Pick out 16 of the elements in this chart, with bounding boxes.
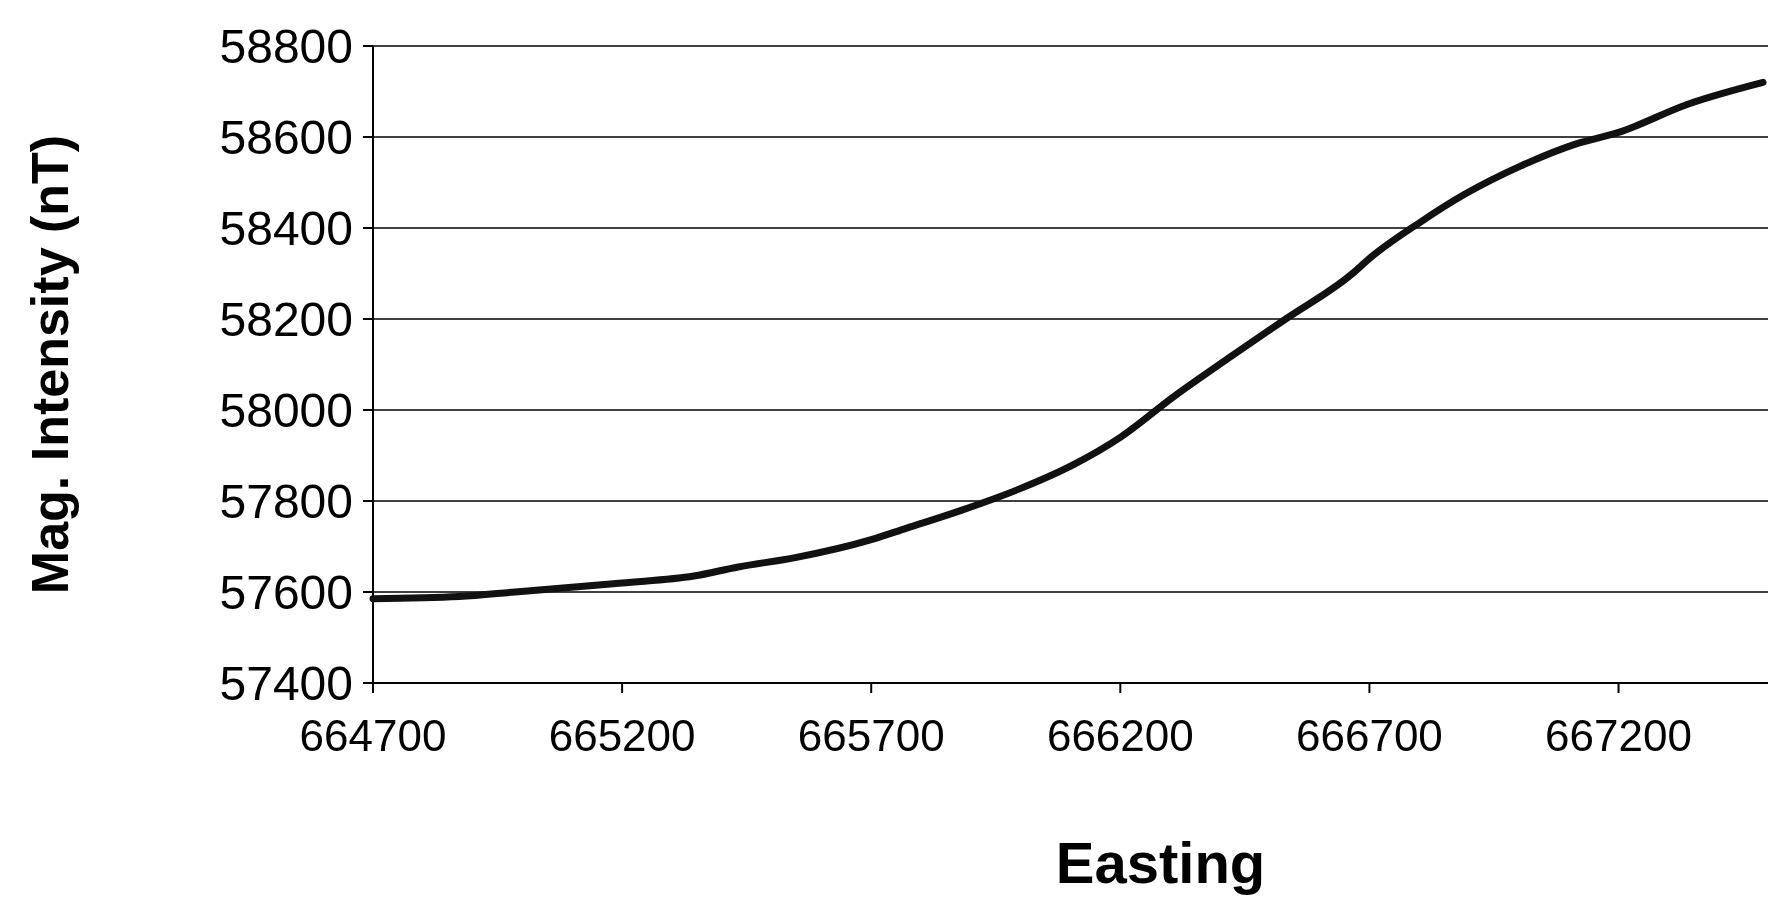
y-tick-label: 57800	[219, 474, 353, 528]
x-tick-label: 665200	[548, 711, 696, 760]
x-tick-label: 666700	[1296, 711, 1443, 760]
x-tick-label: 665700	[797, 711, 945, 760]
y-tick-label: 57600	[219, 565, 353, 619]
x-tick-label: 667200	[1545, 711, 1692, 760]
x-axis-title: Easting	[1055, 830, 1266, 895]
y-tick-label: 58200	[219, 292, 353, 346]
y-axis-title: Mag. Intensity (nT)	[21, 134, 79, 595]
y-tick-label: 58000	[219, 383, 353, 437]
x-tick-label: 666200	[1046, 711, 1194, 760]
y-tick-label: 57400	[219, 656, 353, 710]
x-tick-label: 664700	[299, 711, 447, 760]
y-tick-label: 58800	[219, 19, 353, 73]
y-tick-label: 58600	[219, 110, 353, 164]
y-tick-label: 58400	[219, 201, 353, 255]
